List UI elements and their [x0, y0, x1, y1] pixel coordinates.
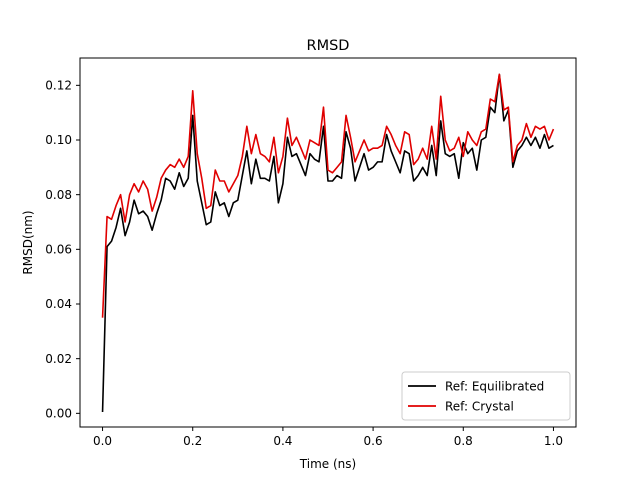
- x-tick-label: 0.6: [364, 434, 383, 448]
- y-tick-label: 0.00: [45, 407, 72, 421]
- legend-label-equilibrated: Ref: Equilibrated: [445, 380, 544, 394]
- ticks-layer: 0.0 0.2 0.4 0.6 0.8 1.0 0.00 0.02 0.04 0.06 0.08 0.…: [45, 79, 563, 448]
- y-tick-label: 0.04: [45, 297, 72, 311]
- y-tick-label: 0.12: [45, 79, 72, 93]
- legend-box: [401, 371, 571, 421]
- chart-title: RMSD: [307, 38, 350, 54]
- y-tick-label: 0.06: [45, 243, 72, 257]
- series-layer: [101, 73, 555, 412]
- legend: Ref: Equilibrated Ref: Crystal: [401, 371, 571, 421]
- y-axis-label: RMSD(nm): [21, 210, 35, 274]
- plot-frame: [79, 57, 577, 428]
- x-tick-label: 0.8: [454, 434, 473, 448]
- x-tick-label: 0.0: [93, 434, 112, 448]
- y-tick-label: 0.02: [45, 352, 72, 366]
- x-tick-label: 0.2: [183, 434, 202, 448]
- y-tick-label: 0.10: [45, 133, 72, 147]
- legend-label-crystal: Ref: Crystal: [445, 400, 514, 414]
- y-tick-label: 0.08: [45, 188, 72, 202]
- x-tick-label: 1.0: [544, 434, 563, 448]
- x-axis-label: Time (ns): [299, 457, 356, 471]
- series-line-equilibrated: [101, 73, 554, 412]
- x-tick-label: 0.4: [273, 434, 292, 448]
- series-line-crystal: [101, 73, 555, 318]
